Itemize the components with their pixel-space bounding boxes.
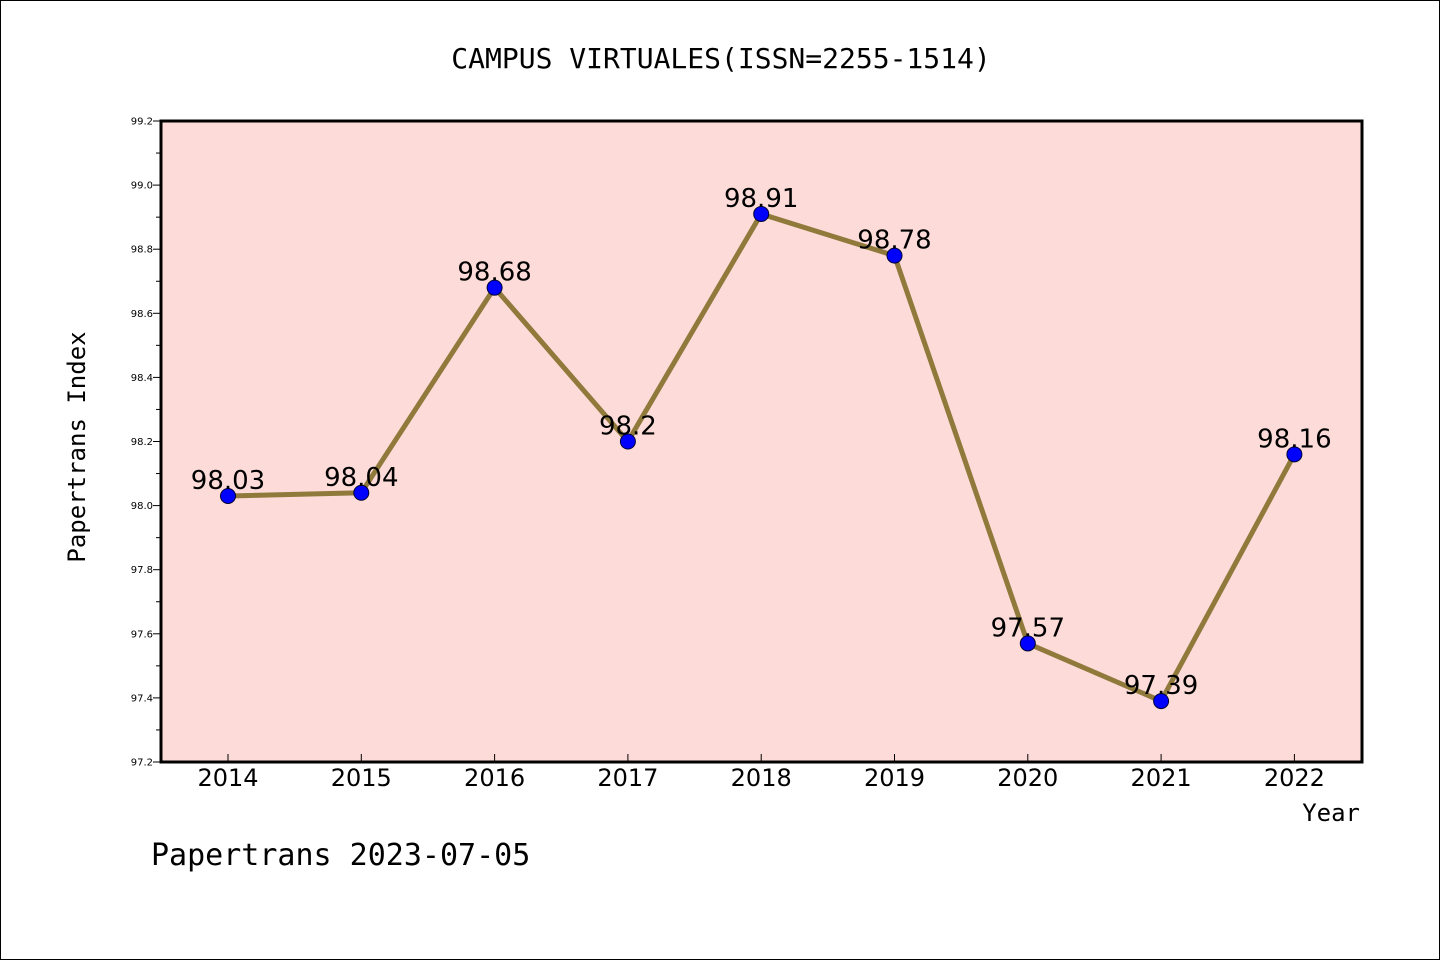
y-tick-label: 97.4	[131, 693, 153, 704]
y-axis-title: Papertrans Index	[63, 331, 91, 562]
data-label: 98.04	[324, 463, 398, 493]
y-tick-label: 99.2	[131, 117, 153, 128]
x-tick-label: 2017	[597, 764, 658, 792]
data-label: 98.91	[724, 184, 798, 214]
y-tick-label: 97.6	[131, 629, 153, 640]
x-tick-label: 2022	[1264, 764, 1325, 792]
data-label: 97.57	[991, 613, 1065, 643]
data-point	[886, 247, 903, 264]
series-layer	[220, 205, 1303, 710]
footer-date-stamp: Papertrans 2023-07-05	[151, 838, 530, 873]
y-tick-label: 98.4	[131, 373, 153, 384]
data-label: 98.78	[857, 226, 931, 256]
data-point	[1153, 693, 1170, 710]
data-point	[1019, 635, 1036, 652]
y-tick-label: 98.8	[131, 245, 153, 256]
data-label: 97.39	[1124, 671, 1198, 701]
data-point	[220, 487, 236, 504]
chart-title: CAMPUS VIRTUALES(ISSN=2255-1514)	[451, 42, 990, 75]
data-label: 98.68	[457, 258, 531, 288]
y-tick-label: 98.0	[131, 501, 153, 512]
data-label: 98.2	[599, 412, 657, 442]
y-tick-label: 98.2	[131, 437, 153, 448]
y-tick-label: 97.8	[131, 565, 153, 576]
data-point	[353, 484, 370, 501]
y-tick-label: 97.2	[131, 758, 153, 769]
data-label: 98.16	[1257, 424, 1331, 454]
y-axis: 97.2 97.4 97.6 97.8 98.0 98.2 98.4 98.6 98.8 99.0…	[131, 117, 161, 769]
x-tick-label: 2014	[197, 764, 258, 792]
x-tick-label: 2021	[1131, 764, 1192, 792]
x-tick-label: 2020	[997, 764, 1058, 792]
data-point	[619, 433, 636, 450]
data-point	[486, 279, 503, 296]
data-label-layer: 98.03 98.04 98.68 98.2 98.91 98.78 97.57 97.39 9…	[191, 184, 1332, 701]
x-axis-title: Year	[1302, 799, 1360, 827]
x-tick-label: 2018	[731, 764, 792, 792]
x-tick-label: 2019	[864, 764, 925, 792]
y-tick-label: 98.6	[131, 309, 153, 320]
y-tick-label: 99.0	[131, 181, 153, 192]
x-axis: 2014 2015 2016 2017 2018 2019 2020 2021 2022	[197, 754, 1325, 792]
x-tick-label: 2015	[331, 764, 392, 792]
data-label: 98.03	[191, 466, 265, 496]
x-tick-label: 2016	[464, 764, 525, 792]
data-point	[753, 205, 770, 222]
plot-area	[159, 119, 1364, 764]
data-point	[1286, 446, 1303, 463]
